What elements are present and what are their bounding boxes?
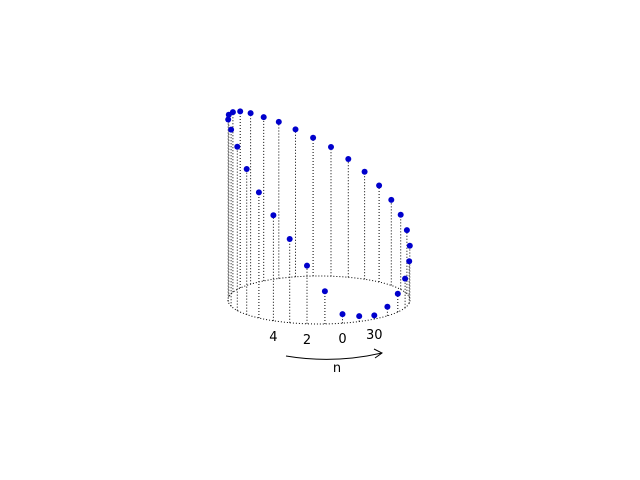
- tick-label: 4: [269, 330, 277, 345]
- data-point: [243, 166, 250, 172]
- data-point: [388, 196, 395, 203]
- data-point: [403, 227, 410, 234]
- data-point: [406, 258, 413, 265]
- data-point: [394, 290, 401, 297]
- data-point: [270, 212, 277, 219]
- data-point: [328, 144, 334, 150]
- data-point: [247, 110, 254, 117]
- tick-label: 2: [303, 333, 311, 348]
- data-point: [397, 211, 404, 218]
- data-point: [260, 114, 267, 121]
- data-point: [255, 189, 262, 196]
- data-point: [376, 182, 383, 189]
- stems-layer: [227, 111, 411, 324]
- data-point: [345, 156, 352, 162]
- tick-labels: 30 0 2 4: [269, 328, 382, 348]
- data-point: [384, 303, 391, 310]
- data-point: [321, 288, 328, 295]
- data-point: [371, 312, 378, 319]
- data-point: [228, 126, 235, 133]
- data-point: [286, 236, 293, 242]
- axis-label-n: n: [333, 361, 341, 376]
- data-point: [237, 108, 244, 115]
- data-point: [304, 262, 310, 269]
- data-point: [310, 134, 317, 141]
- data-point: [234, 143, 241, 150]
- data-point: [406, 242, 413, 249]
- data-point: [339, 311, 346, 318]
- data-point: [229, 109, 236, 116]
- data-point: [361, 168, 368, 175]
- data-point: [292, 126, 299, 133]
- n-arrowhead-icon: [373, 348, 383, 359]
- data-point: [275, 118, 282, 125]
- markers-layer: [225, 108, 413, 320]
- data-point: [402, 275, 409, 282]
- tick-label: 30: [366, 328, 383, 343]
- n-direction-arrow: [285, 352, 383, 360]
- data-point: [356, 313, 363, 320]
- tick-label: 0: [338, 332, 346, 347]
- data-point: [225, 116, 232, 123]
